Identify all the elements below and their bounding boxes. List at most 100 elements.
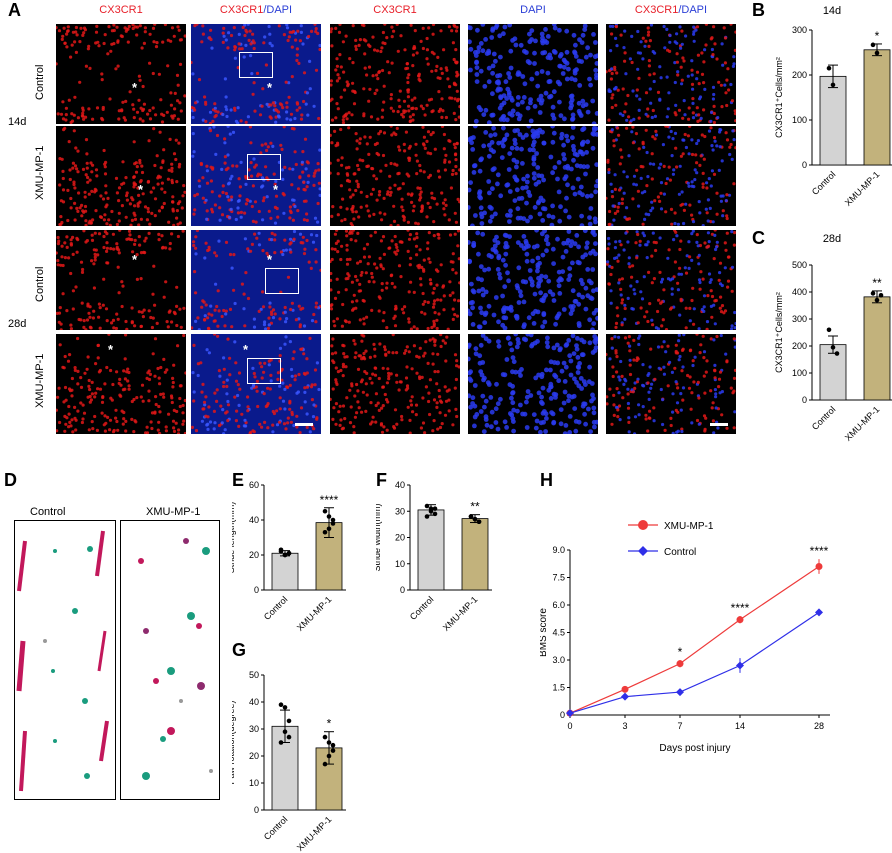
cell-dot — [508, 208, 513, 214]
cell-dot — [426, 151, 430, 155]
cell-dot — [562, 389, 568, 395]
cell-dot — [103, 172, 108, 176]
cell-dot — [282, 33, 286, 37]
cell-dot — [116, 317, 120, 321]
cell-dot — [123, 357, 127, 361]
cell-dot — [390, 281, 394, 286]
cell-dot — [90, 238, 95, 242]
cell-dot — [388, 174, 392, 178]
cell-dot — [649, 347, 653, 351]
cell-dot — [84, 219, 88, 223]
cell-dot — [620, 298, 625, 302]
cell-dot — [646, 429, 650, 433]
cell-dot — [385, 381, 389, 385]
cell-dot — [228, 215, 232, 219]
cell-dot — [94, 41, 98, 45]
cell-dot — [681, 386, 686, 390]
cell-dot — [354, 351, 358, 355]
cell-dot — [365, 204, 369, 208]
cell-dot — [344, 166, 349, 170]
cell-dot — [690, 421, 694, 425]
cell-dot — [527, 147, 533, 153]
cell-dot — [498, 94, 503, 100]
cell-dot — [350, 384, 354, 388]
cell-dot — [93, 258, 97, 262]
cell-dot — [298, 232, 303, 236]
cell-dot — [527, 268, 533, 273]
cell-dot — [336, 370, 340, 374]
cell-dot — [319, 268, 321, 272]
cell-dot — [558, 407, 564, 412]
legend-marker — [638, 520, 648, 530]
cell-dot — [120, 280, 124, 284]
cell-dot — [631, 89, 635, 93]
cell-dot — [582, 230, 588, 234]
cell-dot — [318, 43, 321, 48]
cell-dot — [205, 348, 209, 352]
cell-dot — [487, 218, 493, 224]
cell-dot — [560, 269, 566, 274]
data-point — [676, 688, 684, 697]
cell-dot — [108, 428, 112, 432]
cell-dot — [675, 52, 679, 56]
cell-dot — [590, 327, 595, 330]
y-tick-label: 30 — [249, 724, 259, 734]
cell-dot — [225, 114, 229, 119]
cell-dot — [253, 109, 257, 113]
data-point — [566, 709, 574, 718]
cell-dot — [437, 312, 441, 316]
cell-dot — [292, 198, 296, 202]
cell-dot — [157, 72, 161, 76]
cell-dot — [545, 335, 550, 341]
cell-dot — [651, 231, 655, 235]
cell-dot — [561, 152, 566, 157]
cell-dot — [562, 116, 567, 122]
significance-label: ** — [470, 500, 480, 514]
cell-dot — [150, 211, 154, 215]
cell-dot — [631, 141, 635, 145]
cell-dot — [679, 408, 683, 412]
cell-dot — [498, 54, 503, 60]
cell-dot — [439, 334, 443, 337]
cell-dot — [215, 304, 219, 309]
cell-dot — [155, 321, 159, 325]
cell-dot — [353, 342, 357, 346]
cell-dot — [673, 221, 677, 226]
cell-dot — [707, 177, 711, 181]
cell-dot — [489, 409, 495, 415]
cell-dot — [610, 32, 614, 36]
cell-dot — [399, 275, 403, 279]
cell-dot — [431, 32, 435, 36]
cell-dot — [405, 66, 410, 70]
cell-dot — [340, 324, 344, 328]
cell-dot — [590, 98, 596, 104]
cell-dot — [531, 156, 537, 162]
cell-dot — [676, 288, 680, 292]
cell-dot — [251, 32, 255, 36]
cell-dot — [270, 312, 274, 316]
cell-dot — [382, 252, 386, 256]
cell-dot — [282, 193, 286, 197]
cell-dot — [719, 83, 723, 87]
cell-dot — [379, 169, 383, 173]
cell-dot — [480, 393, 486, 399]
cell-dot — [371, 74, 375, 78]
cell-dot — [719, 194, 723, 198]
bar — [819, 344, 847, 401]
cell-dot — [558, 421, 564, 427]
cell-dot — [192, 150, 196, 154]
cell-dot — [614, 138, 618, 142]
cell-dot — [70, 112, 74, 116]
cell-dot — [673, 131, 678, 135]
cell-dot — [595, 53, 598, 59]
cell-dot — [555, 360, 561, 366]
cell-dot — [354, 47, 358, 51]
cell-dot — [540, 324, 545, 329]
cell-dot — [431, 362, 435, 366]
cell-dot — [385, 192, 390, 196]
cell-dot — [697, 396, 701, 400]
cell-dot — [697, 422, 701, 426]
micrograph-r2-c3 — [468, 230, 598, 330]
cell-dot — [548, 154, 554, 160]
cell-dot — [635, 256, 639, 260]
